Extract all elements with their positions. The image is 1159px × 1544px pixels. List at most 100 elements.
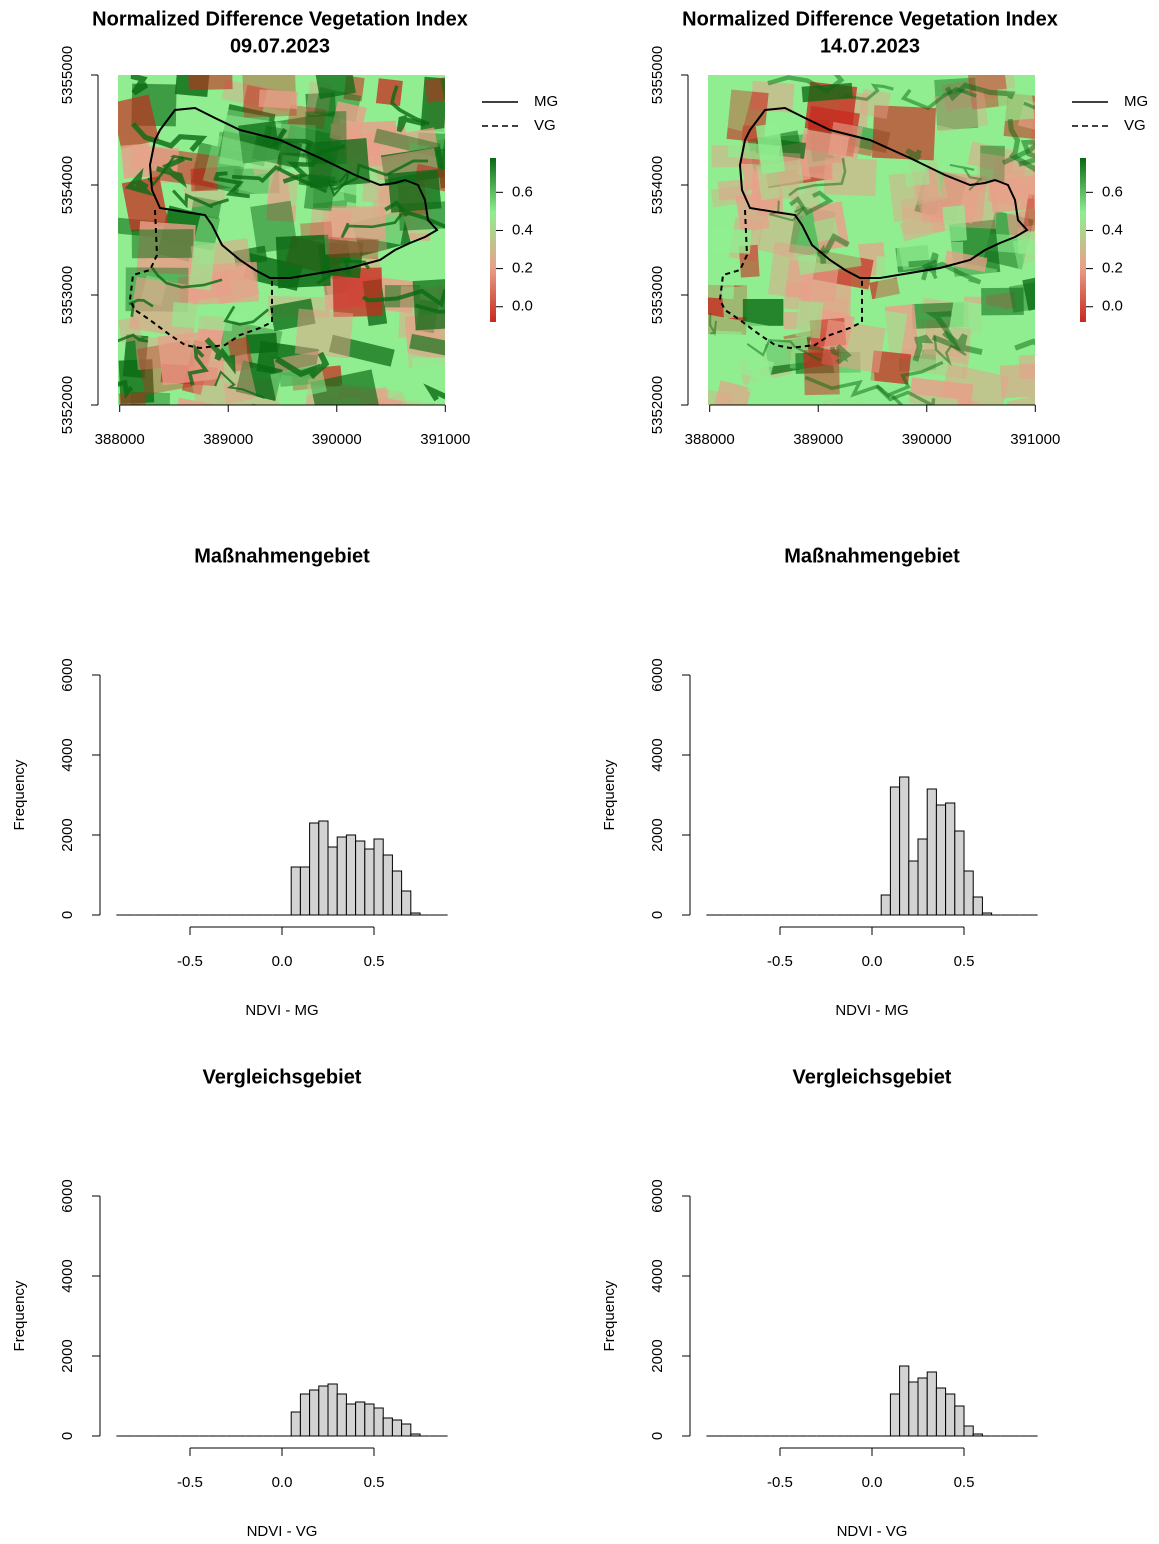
- raster-hedge: [949, 163, 983, 191]
- y-tick-label: 0: [59, 911, 76, 919]
- mg-boundary: [148, 106, 439, 279]
- x-tick-label: -0.5: [177, 1474, 203, 1491]
- histogram-bar: [972, 1433, 983, 1437]
- histogram-bar: [945, 802, 956, 916]
- raster-field: [795, 300, 824, 339]
- raster-field: [713, 380, 752, 405]
- raster-hedge: [767, 75, 845, 94]
- raster-image: [118, 75, 511, 405]
- raster-field: [998, 169, 1035, 199]
- histogram-bar: [336, 1393, 347, 1437]
- y-axis-label: Frequency: [601, 1280, 618, 1351]
- raster-hedge: [905, 148, 922, 162]
- raster-field: [742, 298, 784, 326]
- raster-hedge: [709, 313, 717, 337]
- histogram-bar: [889, 1393, 901, 1437]
- raster-field: [727, 141, 781, 162]
- x-tick-label: 0.5: [364, 953, 385, 970]
- raster-hedge: [131, 122, 208, 152]
- histogram-bar: [908, 860, 919, 916]
- raster-hedge: [396, 114, 426, 133]
- raster-hedge: [333, 159, 429, 191]
- raster-hedge: [214, 370, 265, 399]
- histogram-bar: [963, 1425, 974, 1437]
- chart-panel: Vergleichsgebiet NDVI - VG Frequency -0.5 0.…: [601, 1066, 1038, 1540]
- x-tick-label: -0.5: [767, 953, 793, 970]
- raster-field: [187, 384, 220, 405]
- y-tick-label: 5352000: [59, 376, 76, 434]
- raster-field: [118, 391, 148, 405]
- histogram-bar: [382, 854, 393, 916]
- y-tick-label: 5354000: [59, 156, 76, 214]
- raster-field: [859, 88, 891, 119]
- raster-hedge: [223, 305, 270, 326]
- chart-panel: Normalized Difference Vegetation Index 09…: [59, 8, 558, 448]
- raster-field: [778, 152, 801, 200]
- raster-field: [275, 234, 331, 289]
- legend-label: VG: [1124, 117, 1146, 134]
- histogram-bar: [355, 1401, 366, 1437]
- raster-field: [836, 372, 878, 405]
- raster-field: [409, 333, 445, 356]
- histogram-bar: [345, 834, 357, 916]
- histogram-bar: [391, 1419, 403, 1437]
- raster-field: [445, 168, 511, 223]
- raster-hedge: [942, 330, 983, 355]
- raster-field: [188, 75, 233, 91]
- x-tick-label: 0.5: [364, 1474, 385, 1491]
- raster-field: [245, 332, 278, 354]
- raster-field: [981, 287, 1024, 316]
- colorbar: [490, 158, 496, 322]
- raster-field: [424, 75, 445, 103]
- raster-field: [942, 205, 968, 242]
- raster-hedge: [384, 200, 445, 229]
- raster-field: [131, 229, 194, 259]
- raster-hedge: [887, 360, 944, 405]
- raster-field: [328, 237, 379, 260]
- histogram-bar: [373, 1407, 384, 1437]
- raster-field: [1022, 194, 1035, 234]
- raster-hedge: [1007, 118, 1035, 173]
- raster-field: [412, 278, 445, 331]
- raster-field: [999, 363, 1035, 399]
- x-axis-label: NDVI - MG: [245, 1002, 318, 1019]
- x-tick-label: 389000: [793, 431, 843, 448]
- x-tick-label: 0.5: [954, 1474, 975, 1491]
- y-tick-label: 0: [649, 911, 666, 919]
- x-tick-label: 389000: [203, 431, 253, 448]
- x-axis-label: NDVI - VG: [837, 1523, 908, 1540]
- histogram-bar: [309, 1389, 320, 1437]
- raster-field: [747, 357, 774, 396]
- raster-field: [871, 105, 936, 161]
- raster-hedge: [912, 334, 934, 362]
- legend-label: VG: [534, 117, 556, 134]
- histogram-bar: [889, 786, 901, 916]
- raster-field: [1012, 237, 1035, 276]
- histogram-bar: [981, 912, 993, 916]
- colorbar: [1080, 158, 1086, 322]
- raster-hedge: [1018, 139, 1035, 167]
- y-tick-label: 6000: [59, 658, 76, 691]
- histogram-bar: [327, 846, 338, 916]
- histogram-bar: [373, 838, 384, 916]
- raster-hedge: [789, 190, 834, 216]
- raster-hedge: [414, 303, 445, 314]
- histogram-bar: [401, 1423, 412, 1437]
- raster-hedge: [1038, 66, 1087, 86]
- raster-hedge: [171, 189, 230, 209]
- colorbar-tick-label: 0.4: [1102, 221, 1123, 238]
- raster-field: [329, 101, 367, 145]
- raster-field: [258, 89, 299, 110]
- colorbar-tick-label: 0.2: [1102, 260, 1123, 277]
- raster-field: [315, 75, 356, 100]
- histogram-bar: [391, 870, 403, 916]
- x-tick-label: 390000: [902, 431, 952, 448]
- histogram-bar: [899, 776, 910, 916]
- raster-field: [212, 265, 260, 305]
- colorbar-tick-label: 0.4: [512, 221, 533, 238]
- raster-field: [934, 77, 979, 131]
- x-tick-label: 391000: [1010, 431, 1060, 448]
- chart-title: Maßnahmengebiet: [194, 545, 370, 567]
- y-tick-label: 0: [649, 1432, 666, 1440]
